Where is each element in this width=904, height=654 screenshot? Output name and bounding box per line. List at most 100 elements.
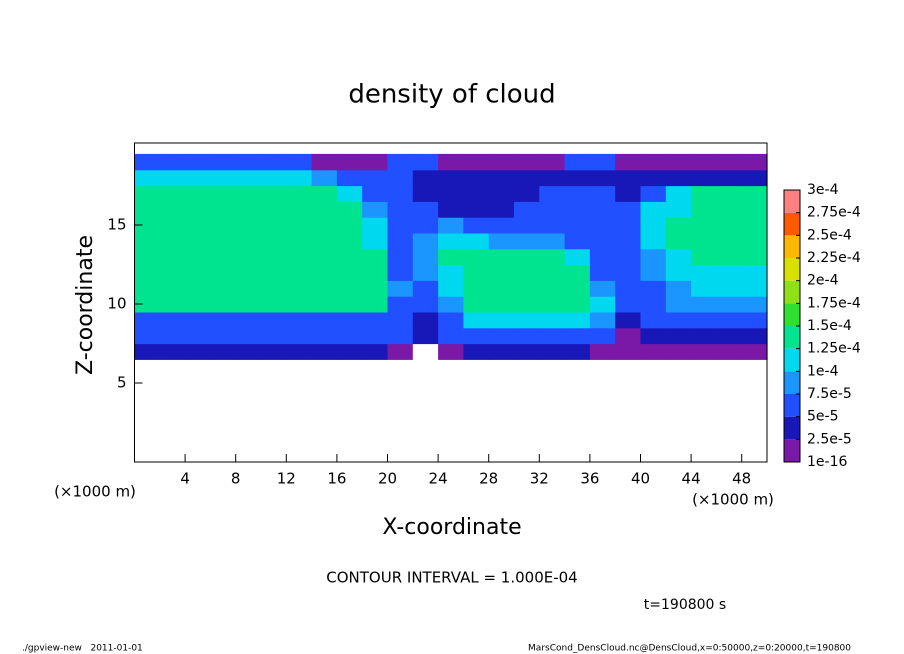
x-tick-label: 8 bbox=[231, 470, 241, 488]
cell bbox=[589, 343, 616, 360]
cell bbox=[362, 264, 389, 281]
cell bbox=[691, 343, 717, 360]
cell bbox=[286, 280, 313, 297]
cell bbox=[691, 248, 717, 266]
cell bbox=[564, 311, 591, 329]
cell bbox=[463, 296, 490, 313]
cell bbox=[362, 169, 389, 187]
cell bbox=[716, 232, 743, 250]
cell bbox=[311, 343, 338, 360]
cell bbox=[640, 169, 667, 187]
cell bbox=[564, 201, 591, 218]
cell bbox=[488, 264, 515, 281]
cell bbox=[665, 232, 692, 250]
cell bbox=[463, 217, 490, 234]
cell bbox=[615, 327, 642, 345]
cell bbox=[716, 153, 743, 171]
cell bbox=[589, 264, 616, 281]
cell bbox=[665, 311, 692, 329]
cell bbox=[311, 232, 338, 250]
cell bbox=[691, 153, 717, 171]
cell bbox=[741, 280, 768, 297]
cell bbox=[438, 296, 464, 313]
cell bbox=[741, 185, 768, 202]
cell bbox=[665, 343, 692, 360]
cell bbox=[412, 185, 439, 202]
cell bbox=[134, 185, 161, 202]
cell bbox=[438, 185, 464, 202]
cell bbox=[235, 248, 262, 266]
cell bbox=[539, 280, 566, 297]
y-tick-label: 5 bbox=[117, 374, 127, 392]
cell bbox=[438, 280, 464, 297]
x-axis-label: X-coordinate bbox=[382, 515, 521, 540]
cell bbox=[488, 232, 515, 250]
cell bbox=[564, 169, 591, 187]
cell bbox=[210, 201, 237, 218]
cell bbox=[210, 296, 237, 313]
cell bbox=[412, 311, 439, 329]
cell bbox=[589, 153, 616, 171]
cell bbox=[311, 248, 338, 266]
cell bbox=[412, 343, 439, 360]
cell bbox=[336, 327, 363, 345]
cell bbox=[412, 153, 439, 171]
cell bbox=[134, 327, 161, 345]
cell bbox=[463, 201, 490, 218]
cell bbox=[640, 280, 667, 297]
cell bbox=[589, 248, 616, 266]
cell bbox=[438, 327, 464, 345]
colorbar-label: 1.25e-4 bbox=[807, 341, 861, 357]
cell bbox=[387, 327, 414, 345]
cell bbox=[159, 280, 186, 297]
cell bbox=[463, 248, 490, 266]
cell bbox=[640, 343, 667, 360]
cell bbox=[159, 311, 186, 329]
time-label: t=190800 s bbox=[644, 597, 726, 613]
cell bbox=[539, 169, 566, 187]
cell bbox=[387, 280, 414, 297]
cell bbox=[716, 248, 743, 266]
cell bbox=[362, 327, 389, 345]
cell bbox=[564, 153, 591, 171]
cell bbox=[185, 201, 211, 218]
cell bbox=[261, 232, 287, 250]
cell bbox=[412, 217, 439, 234]
cell bbox=[640, 185, 667, 202]
cell bbox=[134, 264, 161, 281]
cell bbox=[412, 248, 439, 266]
cell bbox=[438, 264, 464, 281]
cell bbox=[210, 232, 237, 250]
cell bbox=[387, 217, 414, 234]
cell bbox=[159, 232, 186, 250]
cell bbox=[311, 296, 338, 313]
cell bbox=[514, 248, 540, 266]
colorbar-swatch bbox=[784, 258, 800, 281]
cell bbox=[134, 311, 161, 329]
cell bbox=[488, 217, 515, 234]
cell bbox=[235, 217, 262, 234]
cell bbox=[615, 296, 642, 313]
cell bbox=[463, 343, 490, 360]
cell bbox=[589, 185, 616, 202]
cell bbox=[741, 264, 768, 281]
cell bbox=[665, 185, 692, 202]
cell bbox=[691, 201, 717, 218]
cell bbox=[235, 153, 262, 171]
cell bbox=[488, 185, 515, 202]
cell bbox=[261, 280, 287, 297]
cell bbox=[488, 280, 515, 297]
cell bbox=[185, 185, 211, 202]
colorbar-swatch bbox=[784, 394, 800, 417]
cell bbox=[235, 327, 262, 345]
cell bbox=[362, 217, 389, 234]
cell bbox=[387, 248, 414, 266]
cell bbox=[691, 296, 717, 313]
cell bbox=[716, 296, 743, 313]
cell bbox=[665, 327, 692, 345]
y-axis-label: Z-coordinate bbox=[73, 235, 98, 375]
cell bbox=[741, 217, 768, 234]
colorbar-label: 1.5e-4 bbox=[807, 318, 852, 334]
cell bbox=[185, 217, 211, 234]
cell bbox=[488, 327, 515, 345]
